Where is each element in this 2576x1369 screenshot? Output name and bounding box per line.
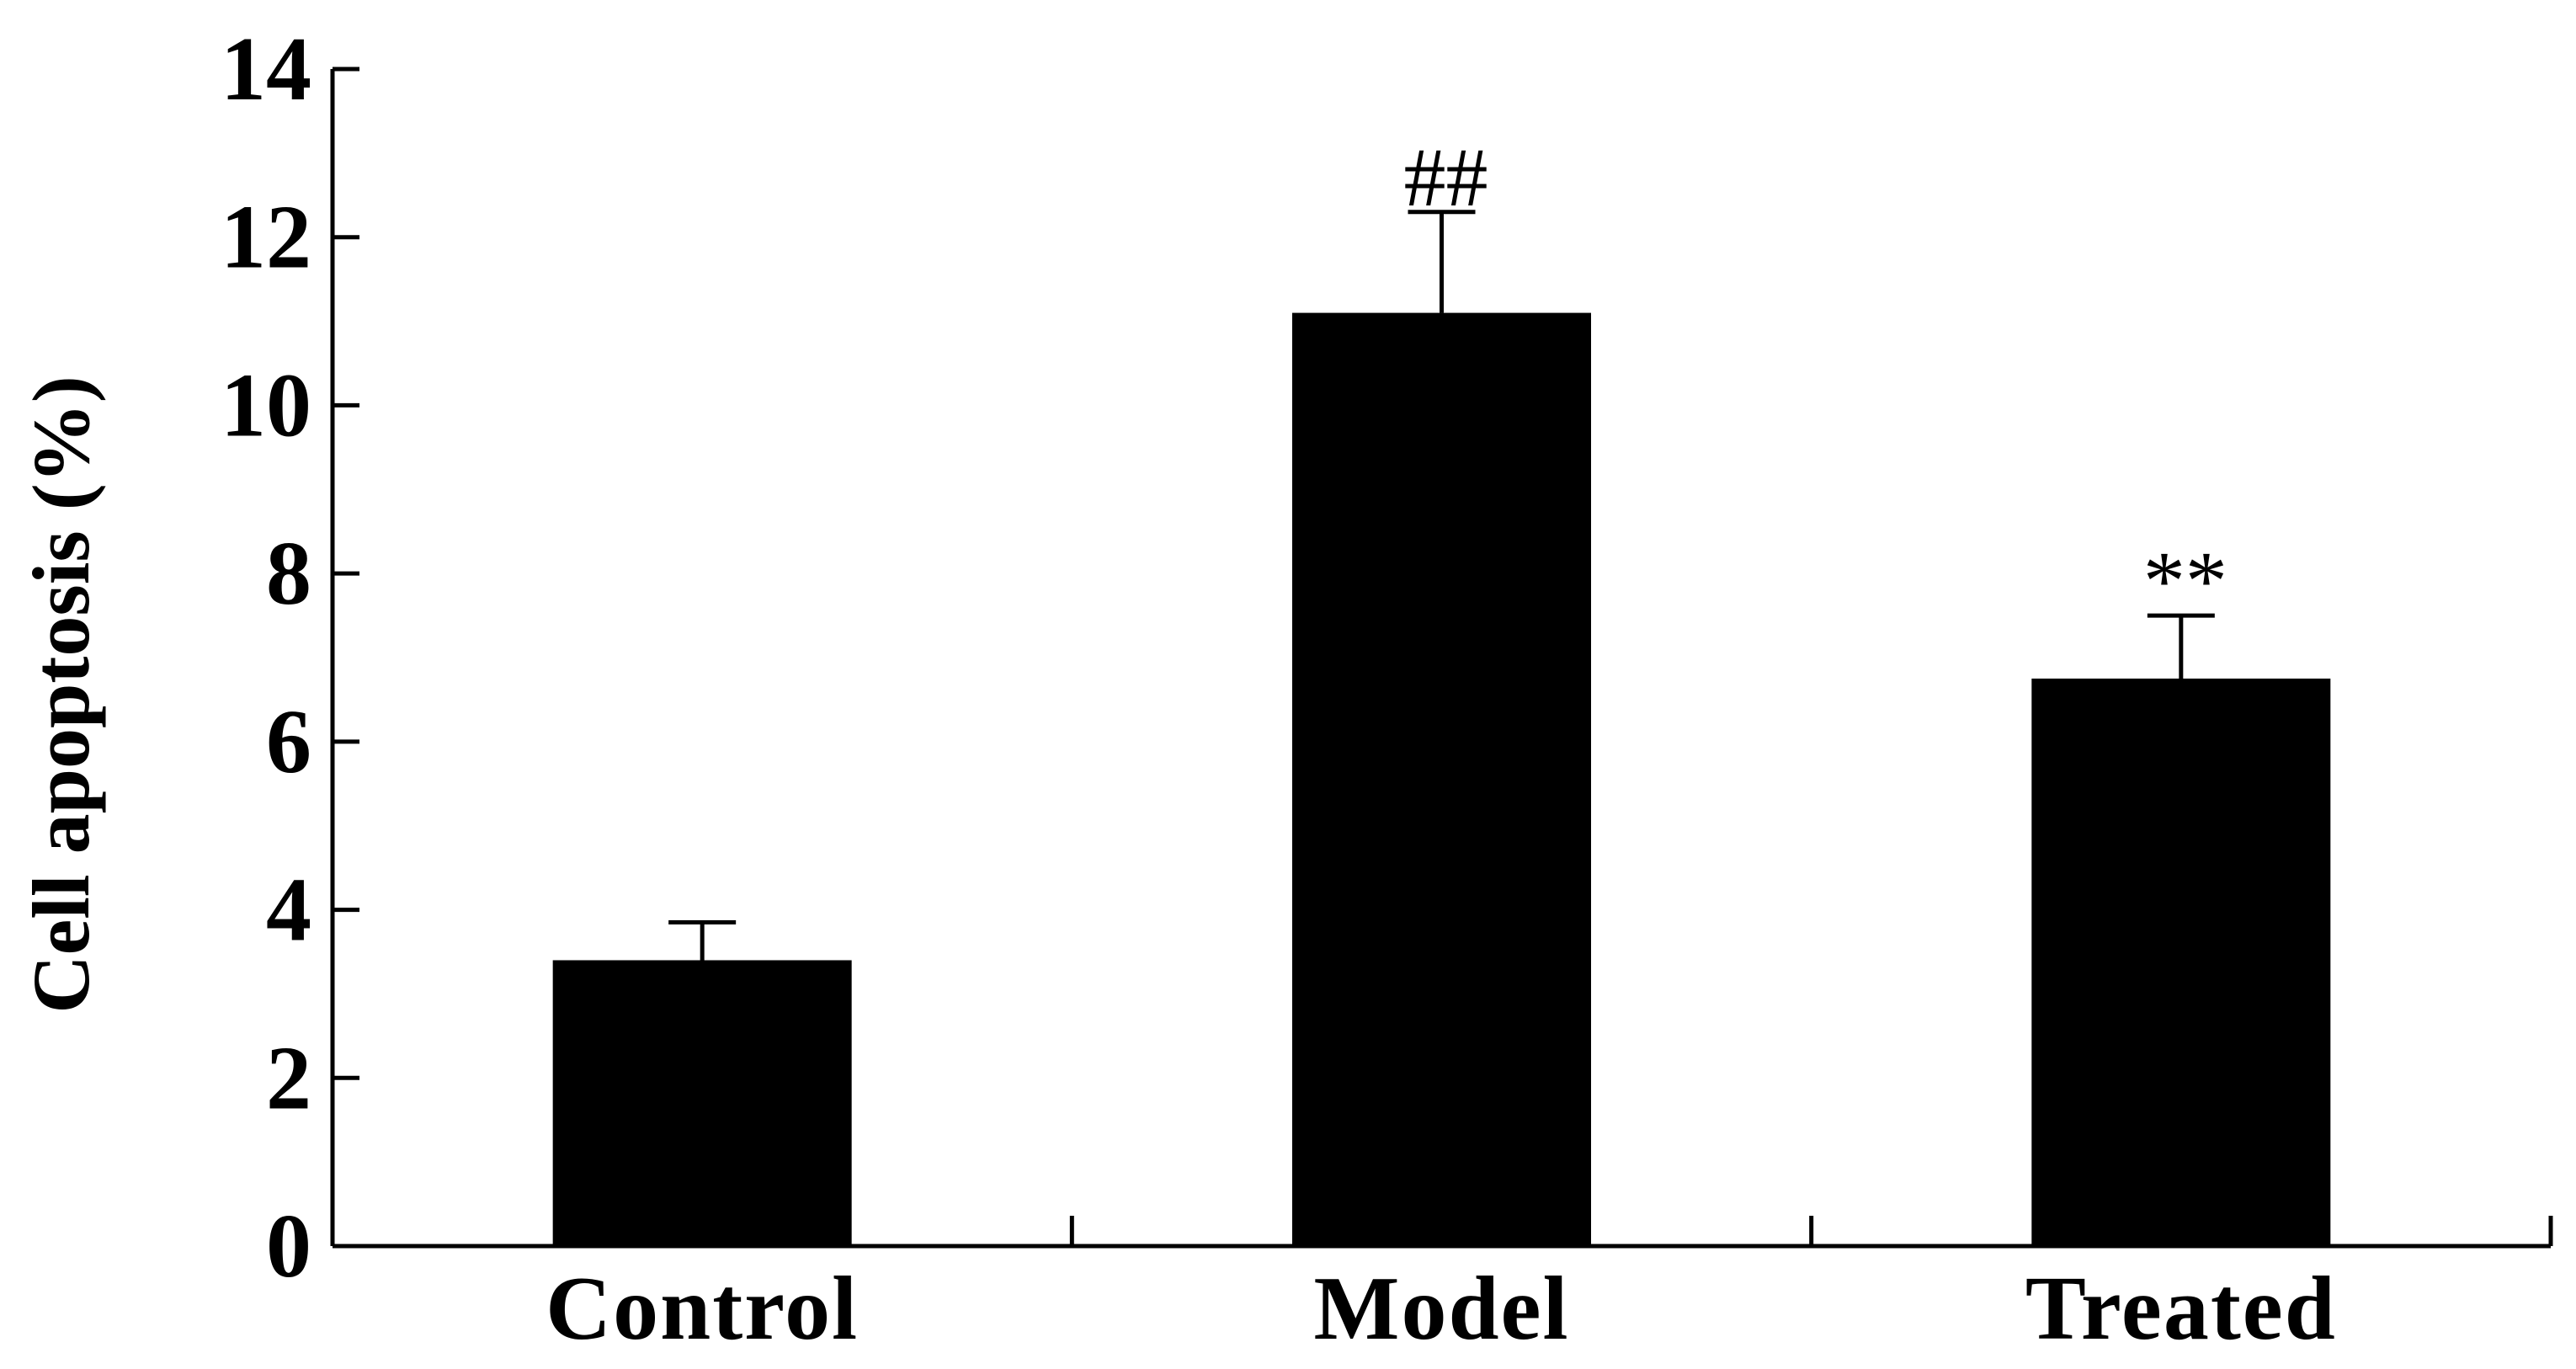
bar-model [1292,312,1591,1247]
category-label: Treated [2025,1259,2337,1359]
bars [552,210,2331,1247]
y-tick-label: 12 [221,188,311,288]
labels: Cell apoptosis (%) 0 2 4 6 8 10 12 14 Control Mod… [16,19,2337,1359]
y-tick-label: 6 [266,692,311,792]
y-tick-label: 10 [221,355,311,455]
y-tick-label: 8 [266,524,311,624]
bar-control [552,960,852,1246]
y-tick-label: 2 [266,1028,311,1128]
category-label: Control [546,1259,859,1359]
significance-annotation: ** [2143,534,2227,627]
bar-treated [2031,678,2331,1246]
y-tick-label: 4 [266,860,311,961]
y-tick-label: 14 [221,19,311,120]
y-axis-title: Cell apoptosis (%) [16,376,106,1013]
significance-annotation: ## [1404,131,1488,224]
category-label: Model [1314,1259,1570,1359]
y-tick-label: 0 [266,1196,311,1297]
